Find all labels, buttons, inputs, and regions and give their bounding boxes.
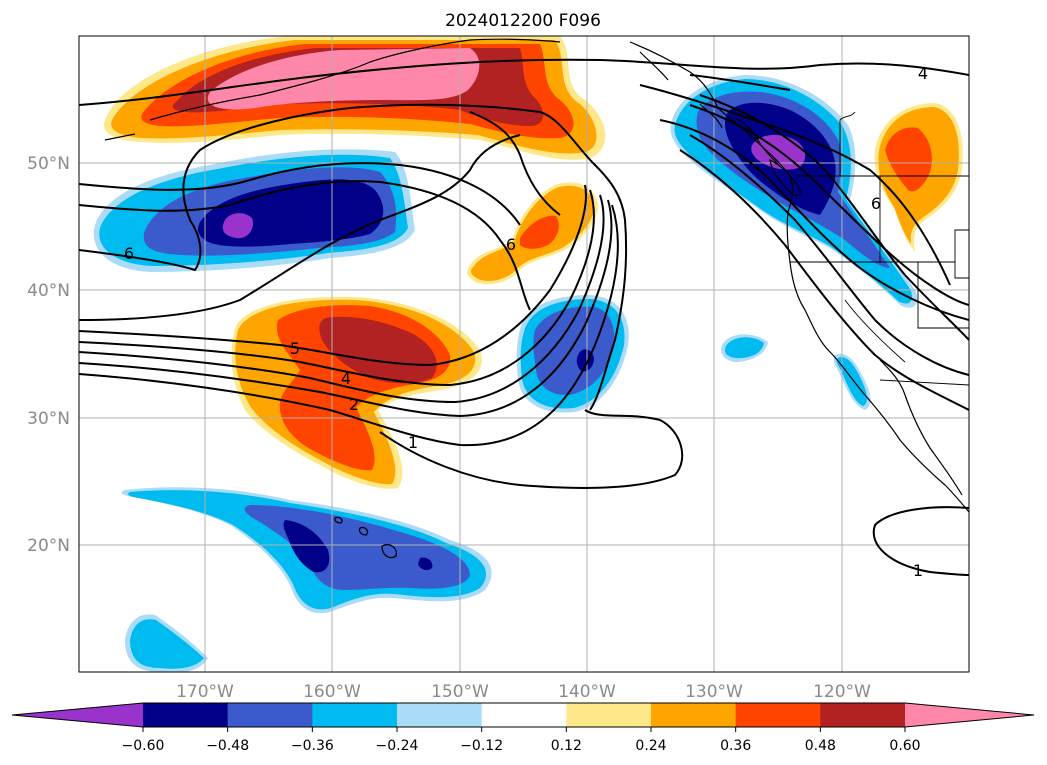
lat-label: 40°N [27, 281, 70, 301]
map-frame [78, 35, 970, 673]
colorbar-segments [11, 702, 1035, 728]
colorbar-tick-label: −0.48 [206, 738, 249, 754]
lon-label: 160°W [303, 682, 361, 702]
negative-anomaly-southwest [125, 614, 208, 672]
contour-label: 6 [871, 194, 881, 213]
colorbar-labels: −0.60 −0.48 −0.36 −0.24 −0.12 0.12 0.24 0.36 0.4… [122, 727, 921, 754]
latitude-labels: 50°N 40°N 30°N 20°N [27, 154, 70, 556]
positive-anomaly-subtropical [231, 296, 482, 489]
lon-label: 170°W [176, 682, 234, 702]
contour-label: 4 [918, 64, 928, 83]
contour-label: 5 [290, 339, 300, 358]
contour-label: 4 [341, 369, 351, 388]
lon-label: 150°W [431, 682, 489, 702]
map-area: 4 6 6 6 5 4 2 1 1 [79, 36, 969, 672]
colorbar-segment [312, 703, 398, 727]
contour-labels: 4 6 6 6 5 4 2 1 1 [124, 64, 928, 580]
colorbar-tick-label: −0.12 [460, 738, 503, 754]
lat-label: 30°N [27, 409, 70, 429]
colorbar-tick-label: 0.12 [551, 738, 582, 754]
colorbar-tick-label: 0.24 [635, 738, 666, 754]
colorbar-extend-right [905, 703, 1034, 727]
colorbar-tick-label: 0.48 [805, 738, 836, 754]
lon-label: 120°W [813, 682, 871, 702]
contour-label: 2 [349, 395, 359, 414]
negative-anomaly-hawaii [121, 487, 492, 614]
lon-label: 130°W [685, 682, 743, 702]
contour-label: 1 [913, 561, 923, 580]
positive-anomaly-gulf [467, 182, 598, 285]
longitude-labels: 170°W 160°W 150°W 140°W 130°W 120°W [176, 682, 871, 702]
colorbar-segment [143, 703, 229, 727]
positive-anomaly-aleutians [103, 36, 606, 160]
lat-label: 20°N [27, 536, 70, 556]
contour-label: 6 [124, 244, 134, 263]
colorbar-tick-label: 0.36 [720, 738, 751, 754]
lat-label: 50°N [27, 154, 70, 174]
contour-label: 1 [408, 433, 418, 452]
positive-anomaly-interior [874, 103, 963, 252]
colorbar-segment [397, 703, 483, 727]
contour-lines [79, 58, 969, 576]
colorbar-segment [651, 703, 737, 727]
colorbar-segment [227, 703, 313, 727]
colorbar-segment [566, 703, 652, 727]
colorbar: −0.60 −0.48 −0.36 −0.24 −0.12 0.12 0.24 0.36 0.4… [11, 702, 1035, 754]
colorbar-segment [820, 703, 906, 727]
colorbar-segment [481, 703, 567, 727]
colorbar-tick-label: −0.24 [376, 738, 419, 754]
colorbar-extend-left [12, 703, 143, 727]
contour-label: 6 [506, 235, 516, 254]
map-title: 2024012200 F096 [445, 11, 601, 31]
gridlines [79, 36, 969, 672]
colorbar-tick-label: −0.36 [291, 738, 334, 754]
colorbar-tick-label: 0.60 [889, 738, 920, 754]
negative-anomaly-east [516, 295, 629, 413]
colorbar-segment [735, 703, 821, 727]
colorbar-tick-label: −0.60 [122, 738, 165, 754]
lon-label: 140°W [558, 682, 616, 702]
